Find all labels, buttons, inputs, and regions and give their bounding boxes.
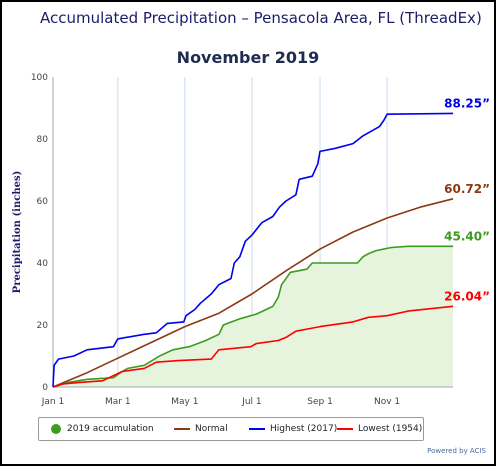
chart-title: Accumulated Precipitation – Pensacola Ar… [40,9,482,27]
x-tick-label: Mar 1 [105,397,131,407]
series-2019-area [53,246,453,387]
series-normal-line [52,198,454,388]
y-axis-title: Precipitation (inches) [12,171,23,294]
x-tick-label: May 1 [171,397,198,407]
legend-item-normal[interactable]: Normal [174,418,228,440]
y-tick-label: 20 [37,321,49,331]
legend-item-lowest[interactable]: Lowest (1954) [337,418,422,440]
legend-line-icon [337,428,353,430]
series-highest-line [52,112,454,388]
legend-line-icon [249,428,265,430]
end-label-2019: 45.40” [444,229,490,243]
x-tick-label: Nov 1 [374,397,400,407]
y-tick-label: 80 [37,135,49,145]
legend-dot-icon [51,424,61,434]
legend-item-highest[interactable]: Highest (2017) [249,418,337,440]
legend-label: Normal [195,424,228,434]
y-tick-label: 60 [37,197,49,207]
y-tick-label: 40 [37,259,49,269]
x-tick-label: Jan 1 [41,397,64,407]
series-2019-line [52,245,453,388]
end-label-highest: 88.25” [444,96,490,110]
series-lowest-line [52,305,454,388]
y-tick-label: 0 [42,383,48,393]
end-label-lowest: 26.04” [444,289,490,303]
y-tick-label: 100 [31,73,48,83]
powered-by-credit[interactable]: Powered by ACIS [427,447,486,455]
legend-line-icon [174,428,190,430]
x-tick-label: Sep 1 [307,397,333,407]
x-tick-label: Jul 1 [241,397,261,407]
legend-label: Highest (2017) [270,424,338,434]
legend-label: Lowest (1954) [358,424,423,434]
chart-subtitle: November 2019 [176,48,320,67]
legend: 2019 accumulation Normal Highest (2017) … [38,417,424,441]
legend-label: 2019 accumulation [67,424,154,434]
end-label-normal: 60.72” [444,182,490,196]
legend-item-2019[interactable]: 2019 accumulation [51,418,154,440]
